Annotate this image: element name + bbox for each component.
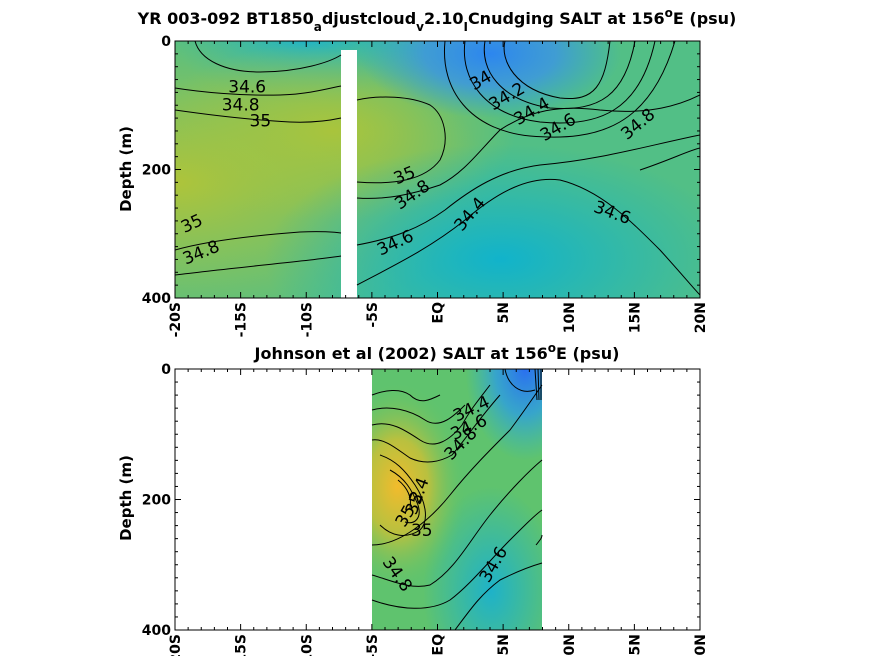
x-tick-label: 10N — [562, 302, 578, 333]
top-contour-lines — [175, 41, 700, 296]
x-tick-label: 20N — [693, 634, 709, 656]
missing-data-band — [341, 50, 357, 298]
x-tick-label: 10N — [562, 634, 578, 656]
x-tick-label: 20N — [693, 302, 709, 333]
x-tick-label: -5S — [365, 302, 381, 328]
x-tick-label: 15N — [627, 634, 643, 656]
x-tick-label: -15S — [234, 302, 250, 337]
bottom-panel: Johnson et al (2002) SALT at 156oE (psu) — [117, 341, 709, 656]
x-tick-label: 5N — [496, 302, 512, 323]
x-tick-label: -10S — [299, 634, 315, 656]
y-tick-label: 200 — [142, 163, 171, 179]
top-field — [175, 41, 700, 298]
y-tick-label: 400 — [142, 291, 171, 307]
contour-label: 34.6 — [228, 77, 266, 97]
x-tick-label: 15N — [627, 302, 643, 333]
y-tick-label: 0 — [161, 34, 171, 50]
x-tick-label: 5N — [496, 634, 512, 655]
top-title: YR 003-092 BT1850adjustcloudv2.10ICnudgi… — [137, 6, 737, 34]
bottom-minor-ticks — [174, 368, 701, 631]
top-minor-ticks — [174, 40, 701, 299]
y-tick-label: 400 — [142, 623, 171, 639]
x-tick-label: -20S — [168, 302, 184, 337]
x-tick-label: -20S — [168, 634, 184, 656]
x-tick-label: -5S — [365, 634, 381, 656]
bottom-y-tick-labels: 0 200 400 — [142, 362, 171, 639]
x-tick-label: -15S — [234, 634, 250, 656]
top-x-tick-labels: -20S -15S -10S -5S EQ 5N 10N 15N 20N — [168, 302, 709, 337]
y-tick-label: 200 — [142, 493, 171, 509]
contour-label: 35 — [411, 521, 433, 541]
bottom-contour-lines — [371, 369, 543, 630]
x-tick-label: EQ — [431, 302, 447, 324]
x-tick-label: -10S — [299, 302, 315, 337]
x-tick-label: EQ — [431, 634, 447, 656]
bottom-y-axis-label: Depth (m) — [117, 455, 135, 541]
bottom-x-tick-labels: -20S -15S -10S -5S EQ 5N 10N 15N 20N — [168, 634, 709, 656]
contour-label: 34.8 — [222, 95, 260, 115]
bottom-field — [371, 369, 543, 630]
bottom-title: Johnson et al (2002) SALT at 156oE (psu) — [254, 341, 620, 363]
y-tick-label: 0 — [161, 362, 171, 378]
top-y-axis-label: Depth (m) — [117, 126, 135, 212]
top-y-tick-labels: 0 200 400 — [142, 34, 171, 307]
contour-label: 35 — [249, 111, 271, 131]
top-panel: YR 003-092 BT1850adjustcloudv2.10ICnudgi… — [117, 6, 736, 337]
